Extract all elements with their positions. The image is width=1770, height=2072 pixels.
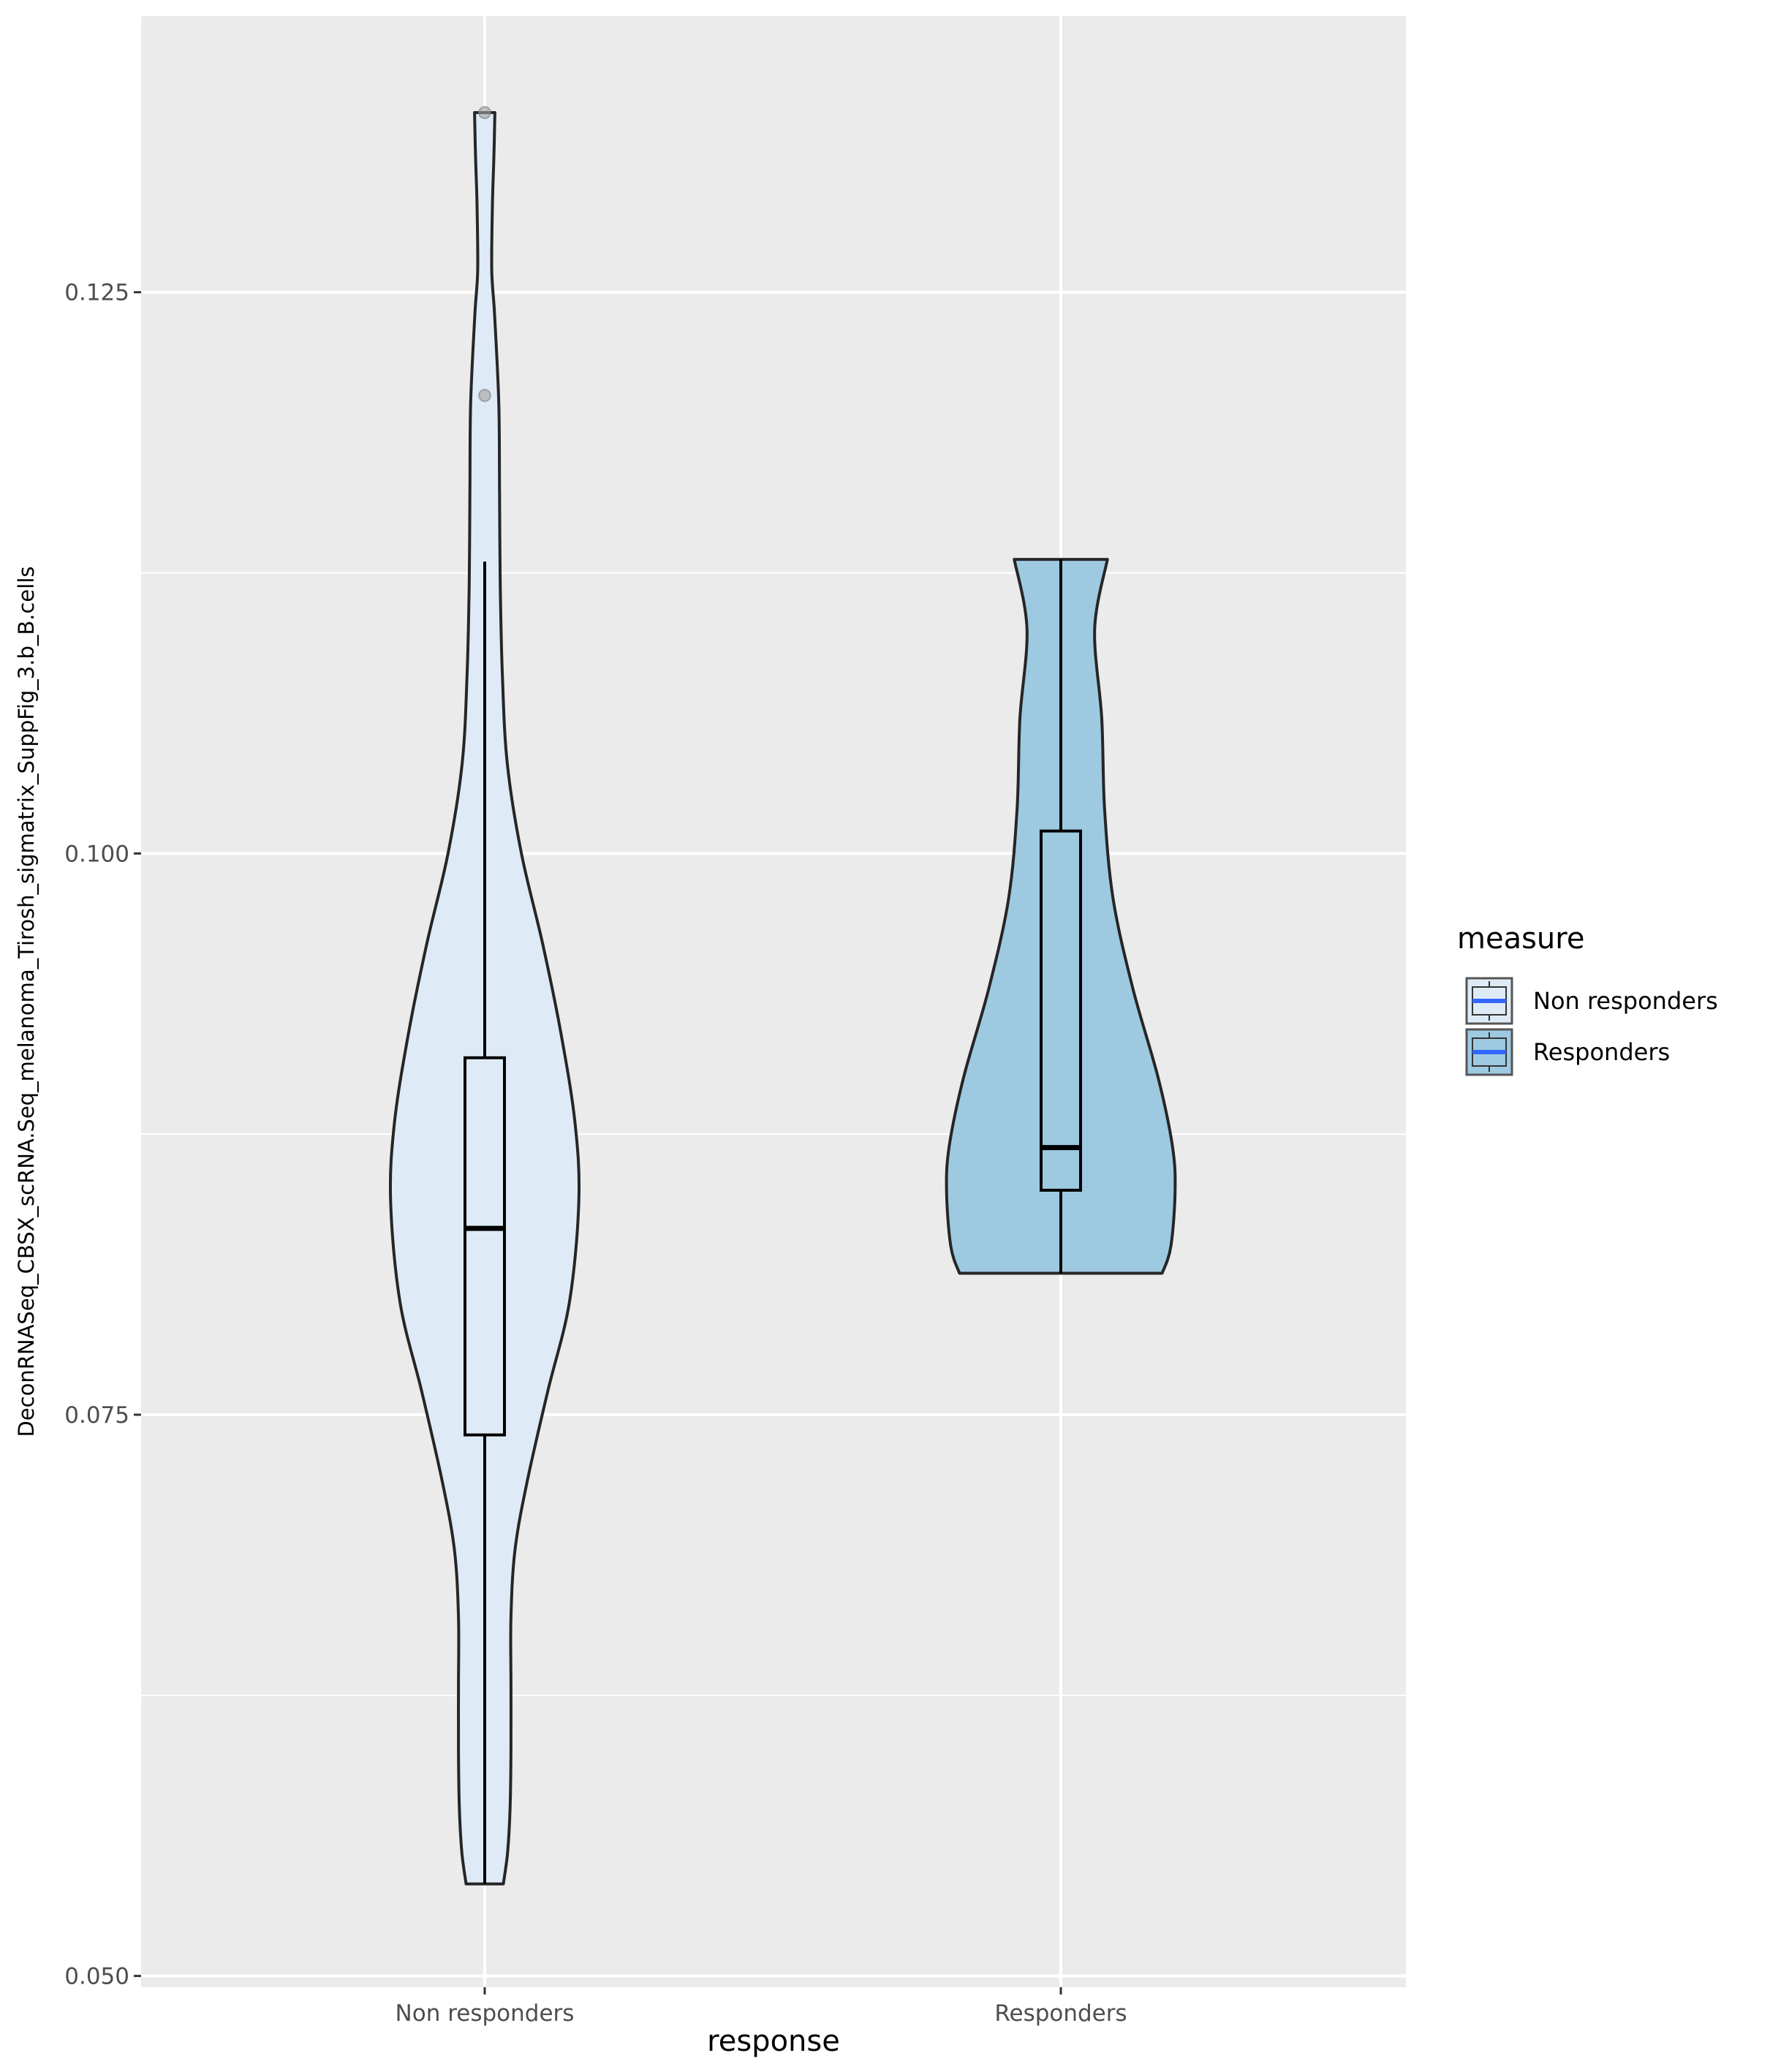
x-tick-label: Non responders — [396, 2000, 575, 2027]
legend: measure Non responders Responders — [1457, 922, 1718, 1076]
legend-label: Responders — [1533, 1038, 1670, 1066]
boxplots — [464, 559, 1082, 1884]
legend-title: measure — [1457, 922, 1584, 956]
x-axis-title: response — [707, 2024, 840, 2058]
outlier-points — [478, 106, 491, 402]
grid-minor — [141, 572, 1406, 1696]
outlier-point — [478, 388, 491, 402]
x-tick-label: Responders — [994, 2000, 1127, 2027]
y-tick-label: 0.075 — [64, 1402, 129, 1429]
y-tick-label: 0.125 — [64, 280, 129, 306]
y-tick-label: 0.050 — [64, 1964, 129, 1990]
box — [1040, 829, 1082, 1192]
plot-panel — [141, 16, 1406, 1987]
y-tick-label: 0.100 — [64, 841, 129, 867]
box — [464, 1056, 506, 1437]
y-axis-title: DeconRNASeq_CBSX_scRNA.Seq_melanoma_Tiro… — [14, 567, 39, 1437]
axes: 0.050 0.075 0.100 0.125 Non responders Respon… — [64, 280, 1127, 2027]
outlier-point — [478, 106, 491, 120]
legend-label: Non responders — [1533, 987, 1718, 1015]
